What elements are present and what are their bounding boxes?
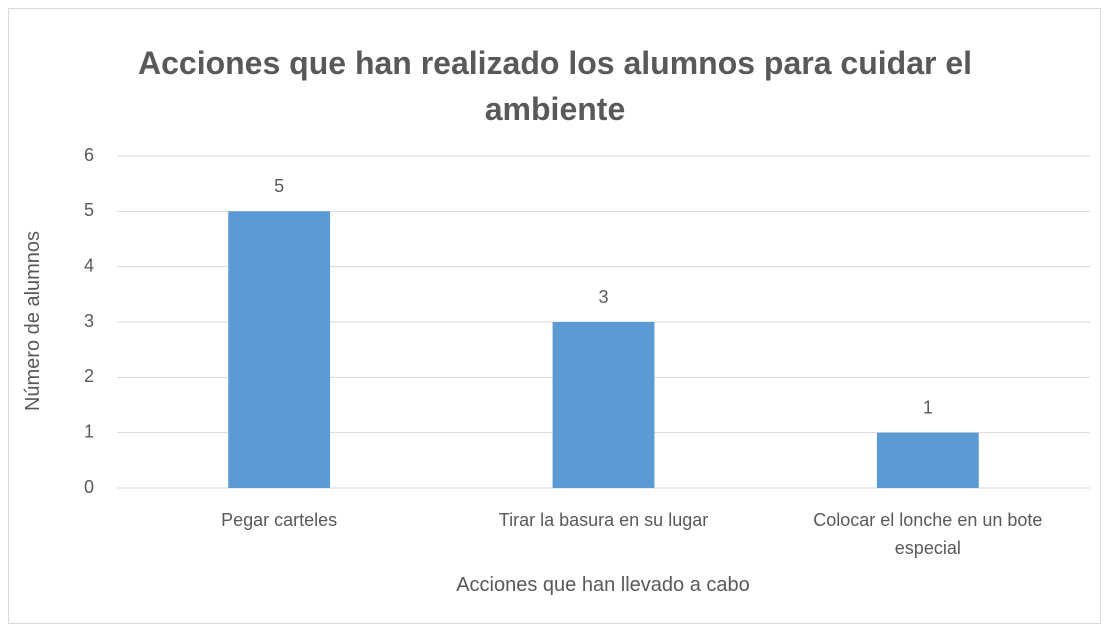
y-tick-label: 2: [84, 366, 94, 386]
y-tick-label: 4: [84, 255, 94, 275]
y-tick-label: 3: [84, 311, 94, 331]
data-label: 3: [598, 287, 608, 307]
y-tick-label: 1: [84, 421, 94, 441]
data-label: 5: [274, 176, 284, 196]
y-tick-label: 5: [84, 200, 94, 220]
y-tick-label: 6: [84, 145, 94, 165]
x-tick-label: Tirar la basura en su lugar: [498, 510, 709, 530]
chart-title: Acciones que han realizado los alumnos p…: [137, 45, 973, 127]
bar: [228, 211, 331, 489]
y-axis-label: Número de alumnos: [22, 230, 44, 412]
y-tick-label: 0: [84, 477, 94, 497]
data-label: 1: [923, 397, 933, 417]
x-axis-label: Acciones que han llevado a cabo: [456, 574, 750, 596]
x-tick-label: Colocar el lonche en un bote especial: [813, 510, 1043, 558]
x-tick-label: Pegar carteles: [221, 510, 338, 530]
bar: [876, 432, 979, 488]
bar: [552, 322, 655, 488]
chart-border: [8, 8, 1101, 624]
